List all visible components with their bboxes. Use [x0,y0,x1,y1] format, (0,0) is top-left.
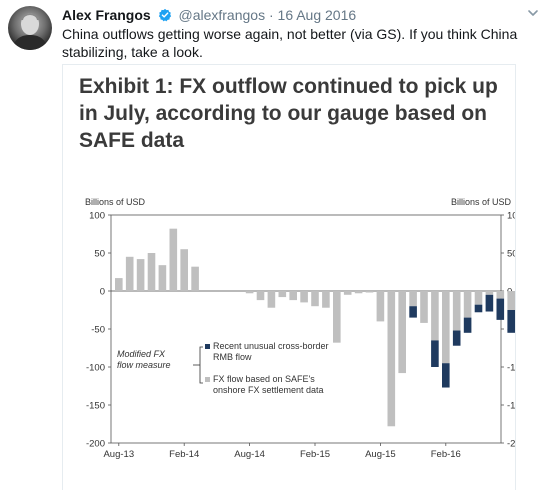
bar-cross-border-rmb-flow [485,294,494,312]
bar-cross-border-rmb-flow [474,304,483,313]
bar-safe-fx-flow [245,291,254,294]
bar-cross-border-rmb-flow [463,317,472,333]
legend-swatch-rmb-flow [205,344,210,349]
bar-safe-fx-flow [158,265,167,291]
x-tick-label: Aug-14 [234,449,265,460]
bar-safe-fx-flow [474,291,483,305]
bar-safe-fx-flow [169,228,178,291]
exhibit-title: Exhibit 1: FX outflow continued to pick … [79,75,498,152]
y-tick-label-left: -100 [86,363,105,374]
tweet-header: Alex Frangos @alexfrangos · 16 Aug 2016 [62,6,356,26]
x-tick-label: Feb-14 [169,449,199,460]
bar-safe-fx-flow [125,256,134,291]
bar-safe-fx-flow [452,291,461,331]
legend-swatch-safe-flow [205,377,210,382]
chevron-down-icon[interactable] [526,6,540,20]
header-separator: · [268,7,274,23]
right-axis-title: Billions of USD [451,197,512,207]
legend-label-rmb-flow: Recent unusual cross-border RMB flow [213,341,329,362]
x-tick-label: Feb-16 [431,449,461,460]
bar-cross-border-rmb-flow [496,298,505,320]
left-axis-title: Billions of USD [85,197,146,207]
avatar-portrait-icon [12,13,48,50]
bar-safe-fx-flow [191,266,199,291]
y-tick-label-left: 50 [94,249,105,260]
tweet-date[interactable]: 16 Aug 2016 [277,7,357,23]
bar-safe-fx-flow [311,291,319,307]
bar-safe-fx-flow [431,291,439,341]
bar-safe-fx-flow [322,291,330,308]
bar-safe-fx-flow [507,291,515,310]
bar-safe-fx-flow [278,291,287,298]
y-tick-label-left: 0 [100,287,105,298]
bar-cross-border-rmb-flow [442,363,450,388]
bar-safe-fx-flow [485,291,494,295]
fx-outflow-bar-chart: Billions of USD Billions of USD 100 100 50 50… [85,197,515,460]
x-tick-label: Feb-15 [300,449,330,460]
bar-safe-fx-flow [115,278,123,291]
y-tick-label-right: 50 [507,249,515,260]
bar-safe-fx-flow [420,291,428,323]
bar-safe-fx-flow [398,291,406,374]
bar-safe-fx-flow [376,291,385,322]
bar-safe-fx-flow [442,291,450,364]
bar-cross-border-rmb-flow [431,340,439,367]
verified-badge-icon [158,8,172,26]
tweet-media-chart[interactable]: Exhibit 1: FX outflow continued to pick … [62,64,516,490]
bar-safe-fx-flow [180,249,188,291]
bar-safe-fx-flow [387,291,396,427]
bar-safe-fx-flow [409,291,417,307]
bar-safe-fx-flow [147,253,156,291]
bar-cross-border-rmb-flow [409,306,417,318]
tweet-text: China outflows getting worse again, not … [62,26,518,60]
bar-safe-fx-flow [365,291,374,293]
y-tick-label-left: -200 [86,439,105,450]
y-tick-label-left: -50 [91,325,105,336]
y-tick-label-right: 100 [507,211,515,222]
bar-safe-fx-flow [333,291,341,343]
bar-safe-fx-flow [300,291,308,303]
bar-safe-fx-flow [136,259,145,291]
legend-bracket [199,346,203,384]
author-name[interactable]: Alex Frangos [62,7,151,23]
bar-safe-fx-flow [267,291,276,308]
legend-label-safe-flow: FX flow based on SAFE's onshore FX settle… [213,374,324,395]
bar-safe-fx-flow [496,291,505,299]
bar-cross-border-rmb-flow [507,310,515,333]
x-tick-label: Aug-15 [365,449,396,460]
bar-safe-fx-flow [463,291,472,318]
bar-safe-fx-flow [256,291,265,301]
bar-safe-fx-flow [343,291,352,295]
y-tick-label-left: 100 [89,211,105,222]
y-tick-label-left: -150 [86,401,105,412]
avatar[interactable] [8,6,52,50]
x-tick-label: Aug-13 [103,449,134,460]
bar-safe-fx-flow [354,291,363,294]
bar-safe-fx-flow [289,291,297,301]
y-tick-label-right: -100 [507,363,515,374]
y-tick-label-right: -200 [507,439,515,450]
y-tick-label-right: -150 [507,401,515,412]
legend-group-label: Modified FX flow measure [117,349,171,370]
bar-cross-border-rmb-flow [452,330,461,346]
author-handle[interactable]: @alexfrangos [178,7,266,23]
